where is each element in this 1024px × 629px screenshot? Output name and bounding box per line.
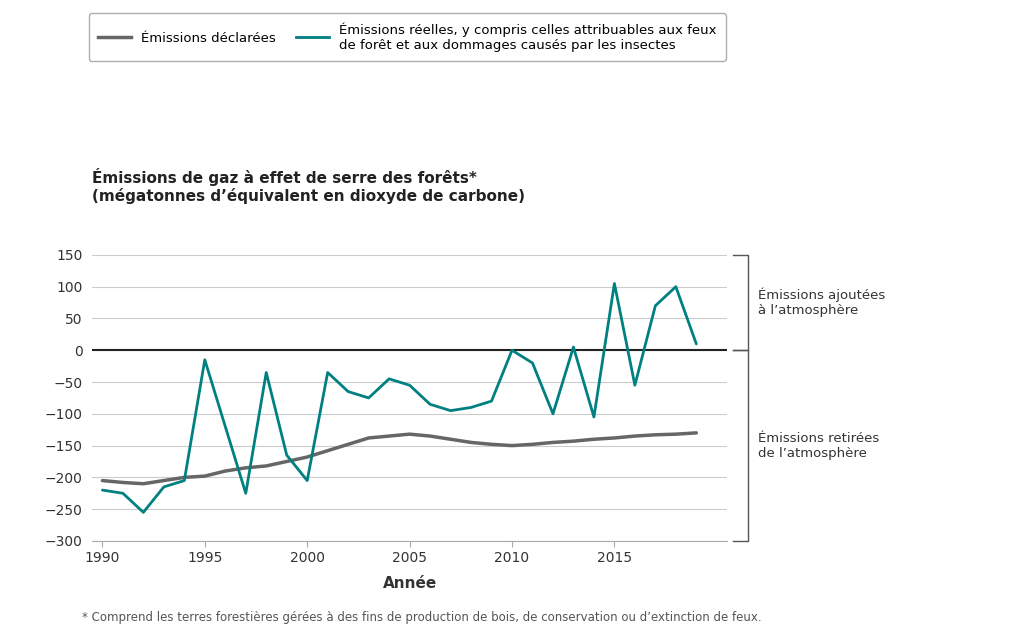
- Text: Émissions de gaz à effet de serre des forêts*: Émissions de gaz à effet de serre des fo…: [92, 167, 477, 186]
- Text: Émissions ajoutées
à l’atmosphère: Émissions ajoutées à l’atmosphère: [758, 288, 885, 318]
- Text: Émissions retirées
de l’atmosphère: Émissions retirées de l’atmosphère: [758, 431, 879, 460]
- Legend: Émissions déclarées, Émissions réelles, y compris celles attribuables aux feux
d: Émissions déclarées, Émissions réelles, …: [88, 13, 726, 61]
- Text: * Comprend les terres forestières gérées à des fins de production de bois, de co: * Comprend les terres forestières gérées…: [82, 611, 762, 624]
- X-axis label: Année: Année: [383, 576, 436, 591]
- Text: (mégatonnes d’équivalent en dioxyde de carbone): (mégatonnes d’équivalent en dioxyde de c…: [92, 189, 525, 204]
